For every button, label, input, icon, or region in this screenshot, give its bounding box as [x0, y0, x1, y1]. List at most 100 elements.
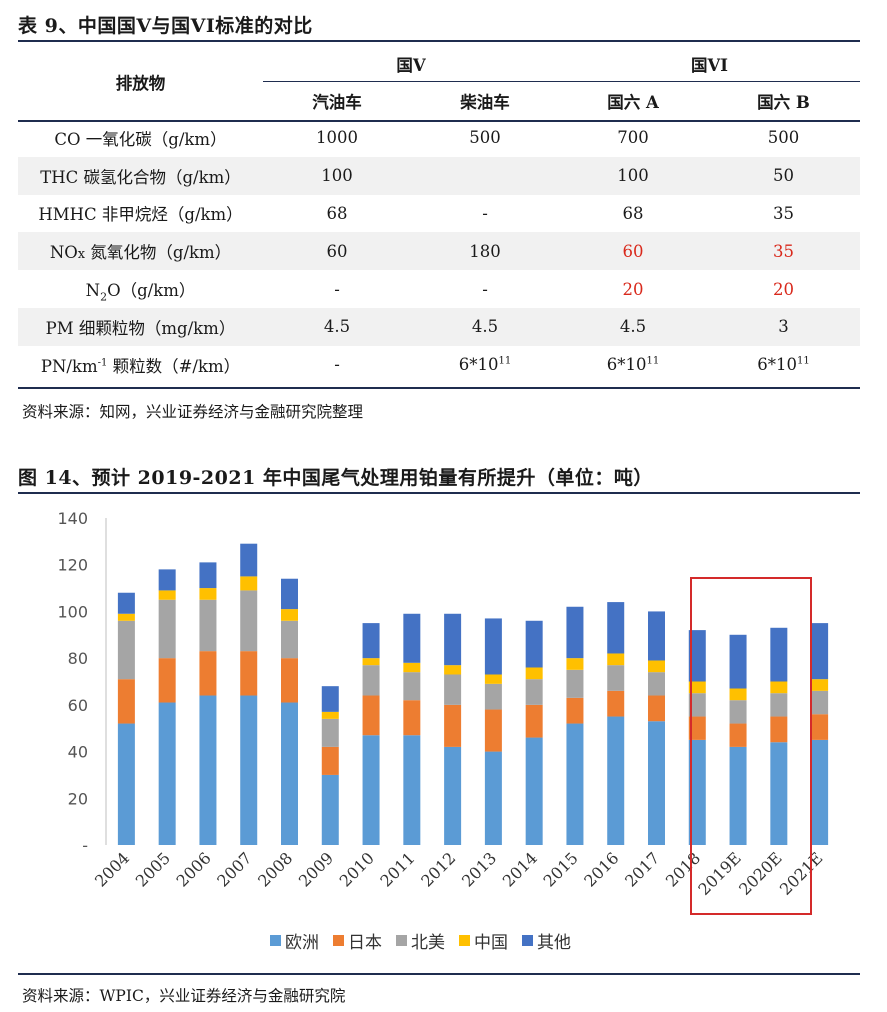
- legend-entry: 北美: [396, 928, 445, 953]
- table-source: 资料来源：知网，兴业证券经济与金融研究院整理: [22, 403, 364, 421]
- x-tick-label: 2008: [254, 848, 296, 890]
- header-group-5: 国V: [396, 55, 426, 75]
- bar-segment: [729, 746, 747, 845]
- x-tick-label: 2015: [540, 848, 582, 890]
- x-tick-label: 2005: [132, 848, 174, 890]
- cell-6a: 68: [622, 203, 644, 223]
- cell-diesel: 180: [411, 232, 559, 271]
- bar-segment: [729, 688, 747, 701]
- cell-6a: 6*1011: [559, 346, 707, 384]
- cell-6b: 500: [767, 128, 800, 148]
- table-row: PM 细颗粒物（mg/km） 4.5 4.5 4.5 3: [18, 307, 860, 346]
- bar-segment: [770, 693, 788, 717]
- cell-exp: 11: [498, 355, 512, 367]
- bar-segment: [362, 665, 380, 696]
- row-label-part: x: [77, 247, 86, 263]
- legend-entry: 其他: [522, 928, 571, 953]
- row-label: N2O（g/km）: [18, 270, 263, 308]
- bar-segment: [199, 695, 217, 845]
- row-label-part: N: [85, 281, 101, 301]
- figure-bottom-rule: [18, 973, 860, 975]
- legend-label: 欧洲: [285, 933, 319, 953]
- table-row: THC 碳氢化合物（g/km） 100 100 50: [18, 156, 860, 195]
- bar-segment: [566, 658, 584, 670]
- bar-segment: [688, 716, 706, 740]
- legend-entry: 日本: [333, 928, 382, 953]
- legend-swatch: [270, 935, 281, 946]
- bar-segment: [484, 709, 502, 752]
- bar-segment: [688, 693, 706, 717]
- cell-base: 6*10: [606, 355, 647, 375]
- bar-segment: [403, 700, 421, 736]
- row-label-sub: 2: [100, 290, 108, 304]
- table-row: N2O（g/km） - - 20 20: [18, 270, 860, 308]
- legend-label: 日本: [348, 933, 382, 953]
- row-label-part: 氮氧化物（g/km）: [85, 243, 232, 263]
- header-6b: 国六 B: [757, 92, 810, 112]
- bar-segment: [158, 658, 176, 703]
- bar-segment: [158, 702, 176, 845]
- bar-segment: [117, 723, 135, 845]
- header-group-rule: [263, 81, 860, 82]
- bar-segment: [729, 634, 747, 689]
- bar-segment: [403, 662, 421, 673]
- bar-segment: [321, 774, 339, 845]
- bar-segment: [484, 683, 502, 710]
- cell-gas: 60: [263, 232, 411, 271]
- bar-segment: [444, 704, 462, 747]
- bar-segment: [240, 576, 258, 591]
- bar-segment: [607, 665, 625, 691]
- bar-segment: [648, 611, 665, 661]
- bar-segment: [525, 620, 543, 668]
- table-bottom-rule: [18, 387, 860, 389]
- cell-gas: 100: [263, 156, 411, 195]
- bar-segment: [525, 679, 543, 705]
- cell-6a: 60: [559, 232, 707, 271]
- row-label: PN/km-1 颗粒数（#/km）: [18, 346, 263, 384]
- cell-exp: 11: [797, 355, 810, 367]
- header-group-6: 国VI: [690, 55, 729, 75]
- bar-segment: [607, 602, 625, 654]
- bar-segment: [688, 681, 706, 694]
- figure-title: 图 14、预计 2019-2021 年中国尾气处理用铂量有所提升（单位：吨）: [18, 467, 653, 489]
- bar-segment: [648, 721, 665, 845]
- y-tick-label: 40: [68, 743, 88, 762]
- emission-standards-table: 排放物 国V 国VI 汽油车 柴油车 国六 A 国六 B CO 一氧化碳（g/k…: [18, 45, 860, 384]
- y-tick-label: -: [82, 836, 88, 855]
- row-label-part: O（g/km）: [107, 281, 196, 301]
- cell-diesel: -: [482, 203, 488, 223]
- cell-gas: 68: [326, 203, 348, 223]
- legend-swatch: [522, 935, 533, 946]
- bar-segment: [648, 660, 665, 673]
- cell-gas: -: [334, 279, 340, 299]
- bar-segment: [607, 690, 625, 717]
- forecast-highlight-box: [690, 577, 812, 915]
- legend-label: 其他: [537, 933, 571, 953]
- bar-segment: [770, 716, 788, 743]
- cell-base: 6*10: [458, 355, 499, 375]
- bar-segment: [117, 620, 135, 680]
- x-tick-label: 2009: [295, 848, 337, 890]
- table-top-rule: [18, 40, 860, 42]
- bar-segment: [607, 653, 625, 666]
- y-tick-label: 80: [68, 649, 88, 668]
- bar-segment: [403, 613, 421, 663]
- bar-segment: [362, 623, 380, 659]
- header-diesel: 柴油车: [460, 92, 510, 112]
- x-tick-label: 2006: [173, 848, 215, 890]
- cell-diesel: 500: [469, 128, 501, 148]
- bar-segment: [117, 592, 135, 614]
- bar-segment: [281, 658, 298, 703]
- bar-segment: [444, 746, 462, 845]
- bar-segment: [158, 590, 176, 600]
- bar-segment: [688, 739, 706, 845]
- row-label-sup: -1: [97, 357, 108, 369]
- cell-exp: 11: [646, 355, 660, 367]
- row-label-part: NO: [49, 243, 78, 263]
- bar-segment: [770, 742, 788, 845]
- cell-diesel: 4.5: [411, 307, 559, 346]
- bar-segment: [362, 658, 380, 666]
- legend-entry: 欧洲: [270, 928, 319, 953]
- cell-diesel: 6*1011: [411, 346, 559, 384]
- table-row: CO 一氧化碳（g/km） 1000 500 700 500: [18, 119, 860, 157]
